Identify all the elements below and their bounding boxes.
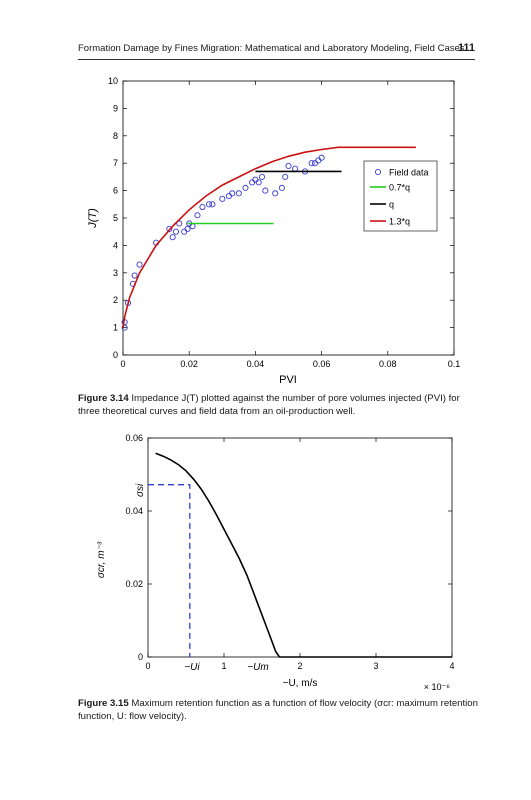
chart1-ytick-label: 2 — [113, 295, 118, 305]
chart2-x-multiplier: × 10⁻⁶ — [424, 682, 451, 692]
chart2-ytick-label: 0.04 — [125, 506, 143, 516]
chart1-xtick-label: 0.06 — [313, 359, 331, 369]
chart2-xtick-label: 0 — [145, 661, 150, 671]
figure-3-14-label: Figure 3.14 — [78, 393, 129, 404]
chart1-data-point — [292, 165, 299, 172]
chart1-data-point — [189, 223, 196, 230]
chart1-legend: Field data 0.7*q q 1.3*q — [363, 160, 438, 232]
chart1-data-point — [318, 154, 325, 161]
chart1-xtick-label: 0.04 — [247, 359, 265, 369]
chart2-ytick-label: 0.06 — [125, 433, 143, 443]
chart1-data-point — [242, 184, 249, 191]
chart1-data-point — [166, 225, 173, 233]
chart2-xtick-label: 4 — [449, 661, 454, 671]
chart2-ylabel: σcr, m⁻³ — [96, 541, 107, 578]
chart1-data-point — [315, 157, 322, 164]
chart1-data-point — [272, 190, 279, 197]
legend-label-1.3q: 1.3*q — [389, 217, 410, 227]
chart2-xlabel: −U, m/s — [283, 678, 318, 689]
plot2-frame — [147, 437, 453, 658]
chart1-ytick-label: 6 — [113, 186, 118, 196]
chart1-data-point — [136, 261, 143, 268]
chart2-ytick-label: 0 — [138, 652, 143, 662]
chart1-xtick-label: 0.02 — [180, 359, 198, 369]
chart1-data-point — [252, 176, 259, 183]
chart1-data-point — [194, 212, 201, 219]
figure-3-14-caption: Figure 3.14 Impedance J(T) plotted again… — [78, 392, 478, 418]
figure-3-15-caption: Figure 3.15 Maximum retention function a… — [78, 697, 478, 723]
chart2-xtick-label: 1 — [221, 661, 226, 671]
chart1-ytick-label: 8 — [113, 131, 118, 141]
chart1-ytick-label: 10 — [108, 76, 118, 86]
chart1-data-point — [308, 160, 315, 167]
chart1-data-point — [219, 195, 226, 202]
chart2-ytick-label: 0.02 — [125, 579, 143, 589]
figure-3-15-text: Maximum retention function as a function… — [78, 698, 478, 722]
chart2-x-marker-1: −Ui — [184, 662, 200, 673]
figure-3-15-label: Figure 3.15 — [78, 698, 129, 709]
chart1-ytick-label: 0 — [113, 350, 118, 360]
legend-label-q: q — [389, 200, 394, 210]
chart1-data-point — [225, 193, 232, 200]
chart1-ytick-label: 3 — [113, 268, 118, 278]
chart1-data-point — [278, 184, 285, 191]
chart1-data-point — [184, 225, 191, 233]
chart1-ylabel: J(T) — [87, 208, 99, 229]
chart1-xlabel: PVI — [279, 374, 297, 386]
chart1-data-point — [235, 190, 242, 197]
chart2-y-marker-label: σsi — [135, 483, 146, 497]
page-number: 111 — [457, 42, 475, 54]
chart1-data-point — [172, 228, 180, 235]
chart1-xtick-label: 0.08 — [379, 359, 397, 369]
chart1-data-point — [206, 201, 213, 208]
figure-3-14-text: Impedance J(T) plotted against the numbe… — [78, 393, 460, 417]
chart1-data-point — [176, 220, 183, 227]
legend-box — [363, 160, 438, 232]
running-title: Formation Damage by Fines Migration: Mat… — [78, 43, 465, 54]
chart1-data-point — [285, 162, 292, 169]
sigma-si-symbol: σsi — [135, 483, 146, 497]
chart2-xtick-label: 3 — [373, 661, 378, 671]
figure-3-15-chart: 0 1 2 3 4 0 0.02 0.04 0.06 σsi −Ui −Um −U, m/s ×… — [96, 433, 455, 692]
chart1-data-point — [229, 190, 236, 197]
chart1-data-point — [311, 160, 319, 167]
chart1-xtick-label: 0.1 — [448, 359, 461, 369]
chart1-ytick-label: 5 — [113, 213, 118, 223]
chart1-xtick-label: 0 — [120, 359, 125, 369]
figure-3-14-chart: 0 0.02 0.04 0.06 0.08 0.1 0 1 2 3 4 5 6 7 8 9 10 PVI J(T… — [87, 76, 461, 386]
legend-label-0.7q: 0.7*q — [389, 183, 410, 193]
chart1-data-point — [255, 179, 262, 186]
chart1-data-point — [131, 272, 138, 279]
chart1-ytick-label: 7 — [113, 158, 118, 168]
chart1-series-3-line — [122, 146, 416, 328]
chart1-ytick-label: 9 — [113, 103, 118, 113]
legend-field-data-marker — [374, 168, 382, 176]
chart1-data-point — [249, 179, 256, 186]
chart1-ytick-label: 1 — [113, 323, 118, 333]
chart2-series-0-line — [155, 452, 452, 658]
running-header: Formation Damage by Fines Migration: Mat… — [78, 41, 475, 60]
chart1-data-point — [209, 201, 216, 208]
legend-label-field-data: Field data — [389, 168, 429, 178]
chart1-data-point — [262, 187, 269, 194]
chart1-data-point — [199, 203, 206, 211]
chart1-data-point — [258, 173, 266, 180]
chart1-data-point — [169, 234, 176, 241]
chart2-series-1-line — [148, 484, 191, 657]
chart2-x-marker-2: −Um — [247, 662, 268, 673]
chart1-ytick-label: 4 — [113, 240, 118, 250]
chart1-data-point — [181, 228, 188, 235]
chart2-xtick-label: 2 — [297, 661, 302, 671]
chart1-data-point — [282, 173, 289, 180]
